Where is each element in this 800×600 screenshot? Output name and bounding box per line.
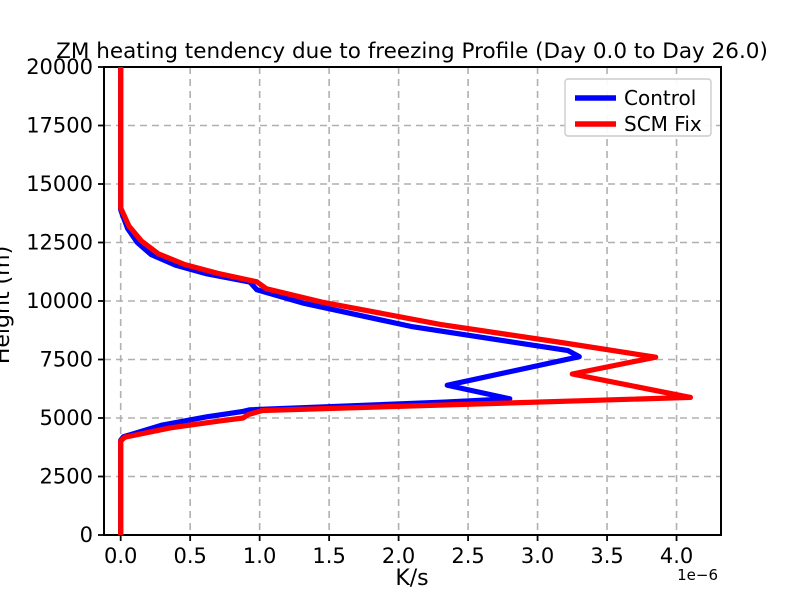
- y-axis-tick-labels: 0 2500 5000 7500 10000 12500 15000 17500 20000: [26, 55, 93, 547]
- x-tick-label: 2.0: [382, 544, 415, 568]
- chart-title: ZM heating tendency due to freezing Prof…: [56, 39, 768, 64]
- x-axis-tick-labels: 0.0 0.5 1.0 1.5 2.0 2.5 3.0 3.5 4.0: [104, 544, 693, 568]
- x-tick-label: 1.0: [243, 544, 276, 568]
- legend-label-control: Control: [624, 86, 696, 110]
- x-tick-label: 0.5: [173, 544, 206, 568]
- y-tick-label: 17500: [26, 114, 93, 138]
- y-tick-label: 2500: [40, 465, 93, 489]
- plot-area-background: [104, 67, 721, 535]
- x-tick-label: 2.5: [451, 544, 484, 568]
- x-tick-label: 1.5: [312, 544, 345, 568]
- x-tick-label: 3.5: [590, 544, 623, 568]
- data-series-layer: [118, 67, 694, 535]
- legend-label-scm-fix: SCM Fix: [624, 112, 702, 136]
- x-tick-label: 4.0: [660, 544, 693, 568]
- y-tick-label: 7500: [40, 348, 93, 372]
- x-axis-label: K/s: [395, 566, 428, 591]
- series-line-scm-fix: [118, 67, 694, 535]
- y-tick-label: 5000: [40, 406, 93, 430]
- legend[interactable]: Control SCM Fix: [564, 78, 712, 137]
- y-tick-label: 20000: [26, 55, 93, 79]
- y-axis-label: Height (m): [0, 246, 15, 364]
- axes-frame: [103, 66, 722, 536]
- y-tick-label: 10000: [26, 289, 93, 313]
- y-tick-label: 0: [80, 523, 93, 547]
- x-tick-label: 3.0: [521, 544, 554, 568]
- x-tick-label: 0.0: [104, 544, 137, 568]
- series-line-control: [118, 67, 582, 535]
- x-axis-offset-exponent: 1e−6: [677, 566, 718, 584]
- y-tick-label: 15000: [26, 172, 93, 196]
- y-tick-label: 12500: [26, 231, 93, 255]
